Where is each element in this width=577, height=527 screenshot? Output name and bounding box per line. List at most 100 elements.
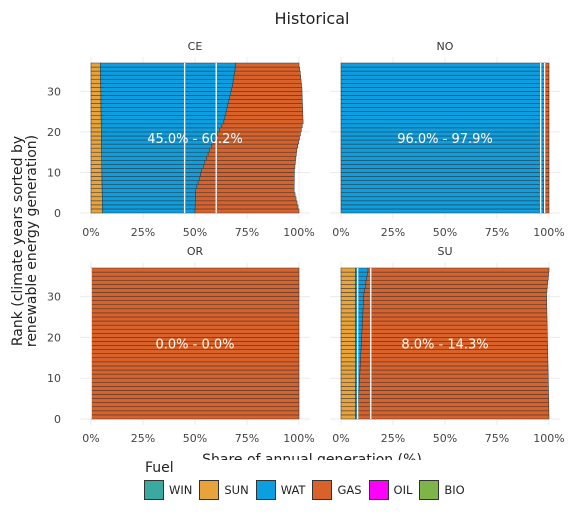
bar-segment-gas	[90, 414, 300, 420]
bar-segment-wat	[340, 111, 545, 116]
bar-segment-sun	[90, 123, 102, 129]
x-tick-label: 25%	[131, 226, 155, 239]
bar-segment-sun	[90, 111, 102, 116]
bar-segment-sun	[90, 204, 103, 210]
bar-segment-wat	[340, 70, 546, 76]
bar-segment-wat	[100, 95, 231, 100]
bar-segment-sun	[340, 394, 356, 399]
bar-segment-gas	[90, 353, 300, 359]
bar-segment-gas	[206, 155, 297, 161]
x-tick-label: 50%	[433, 432, 457, 445]
legend-title: Fuel	[145, 460, 174, 476]
bar-segment-gas	[367, 267, 550, 273]
bar-segment-gas	[363, 300, 547, 305]
facet-label: CE	[188, 40, 203, 53]
legend-label: GAS	[337, 483, 362, 497]
bar-segment-sun	[90, 172, 103, 177]
bar-segment-gas	[195, 188, 295, 193]
bar-segment-gas	[366, 275, 549, 281]
facet-or: OR 0.0% - 0.0% 0% 25% 50% 75% 100% 0 10 20 30	[47, 245, 315, 445]
bar-segment-gas	[90, 390, 300, 395]
bar-segment-gas	[358, 402, 550, 408]
bar-segment-sun	[90, 127, 102, 133]
bar-segment-gas	[90, 275, 300, 281]
bar-segment-gas	[197, 180, 295, 185]
bar-segment-sun	[90, 160, 102, 165]
x-axis-title: Share of annual generation (%)	[202, 452, 422, 460]
bar-segment-gas	[358, 394, 549, 399]
bar-segment-wat	[101, 184, 198, 189]
x-tick-label: 100%	[533, 432, 564, 445]
bar-segment-sun	[340, 288, 356, 293]
bar-segment-wat	[100, 123, 223, 129]
bar-segment-sun	[90, 66, 101, 72]
bar-segment-wat	[340, 155, 545, 161]
bar-segment-wat	[340, 99, 545, 104]
facet-label: NO	[437, 40, 454, 53]
legend-swatch	[144, 480, 164, 500]
bar-segment-gas	[90, 398, 300, 403]
x-tick-label: 100%	[533, 226, 564, 239]
bar-segment-gas	[90, 357, 300, 363]
bar-segment-sun	[340, 345, 356, 350]
bar-segment-wat	[340, 62, 546, 68]
bar-segment-gas	[90, 320, 300, 326]
bar-segment-sun	[340, 414, 356, 420]
bar-segment-gas	[90, 377, 300, 383]
x-tick-label: 100%	[283, 432, 314, 445]
bar-segment-gas	[90, 382, 300, 387]
bar-segment-gas	[227, 103, 303, 108]
bar-segment-sun	[340, 377, 356, 383]
bar-segment-sun	[340, 369, 356, 375]
bar-segment-wat	[340, 91, 545, 96]
bar-segment-sun	[90, 87, 101, 92]
bar-segment-gas	[358, 386, 549, 391]
bar-segment-sun	[340, 333, 356, 338]
x-tick-label: 25%	[131, 432, 155, 445]
bar-segment-gas	[357, 410, 550, 416]
bar-segment-gas	[360, 361, 549, 367]
legend-item-wat: WAT	[255, 480, 305, 500]
bar-segment-gas	[360, 357, 549, 363]
bar-segment-sun	[90, 103, 102, 108]
bar-segment-wat	[355, 345, 362, 350]
x-tick-label: 50%	[433, 226, 457, 239]
bar-segment-wat	[101, 188, 197, 193]
bar-segment-wat	[100, 83, 233, 88]
bar-segment-gas	[544, 83, 550, 88]
bar-segment-wat	[101, 172, 201, 177]
bar-segment-wat	[101, 164, 204, 169]
bar-segment-wat	[340, 95, 545, 100]
bar-segment-gas	[90, 365, 300, 371]
bar-segment-sun	[340, 284, 356, 289]
bar-segment-sun	[340, 398, 356, 403]
bar-segment-sun	[90, 164, 103, 169]
y-tick-label: 30	[47, 85, 61, 98]
bar-segment-gas	[204, 160, 296, 165]
bar-segment-sun	[340, 402, 356, 408]
bar-segment-gas	[544, 91, 550, 96]
bar-segment-wat	[100, 119, 225, 125]
bar-segment-wat	[101, 180, 199, 185]
bar-segment-gas	[90, 369, 300, 375]
bar-segment-wat	[355, 312, 364, 318]
bar-segment-wat	[100, 111, 227, 116]
bar-segment-wat	[340, 160, 545, 165]
legend: Fuel WIN SUN WAT GAS OIL BIO	[142, 460, 562, 520]
bar-segment-sun	[340, 373, 356, 379]
bar-segment-gas	[90, 361, 300, 367]
y-tick-label: 10	[47, 372, 61, 385]
bar-segment-gas	[233, 74, 301, 80]
y-tick-label: 20	[47, 126, 61, 139]
legend-label: OIL	[393, 483, 413, 497]
bar-segment-gas	[90, 316, 300, 322]
bar-segment-sun	[340, 279, 356, 285]
bar-segment-gas	[362, 316, 548, 322]
legend-swatch	[312, 480, 333, 500]
legend-items: WIN SUN WAT GAS OIL BIO	[144, 480, 472, 500]
bar-segment-wat	[340, 172, 545, 177]
x-tick-label: 100%	[283, 226, 314, 239]
bar-segment-sun	[340, 349, 356, 354]
bar-segment-sun	[340, 267, 356, 273]
